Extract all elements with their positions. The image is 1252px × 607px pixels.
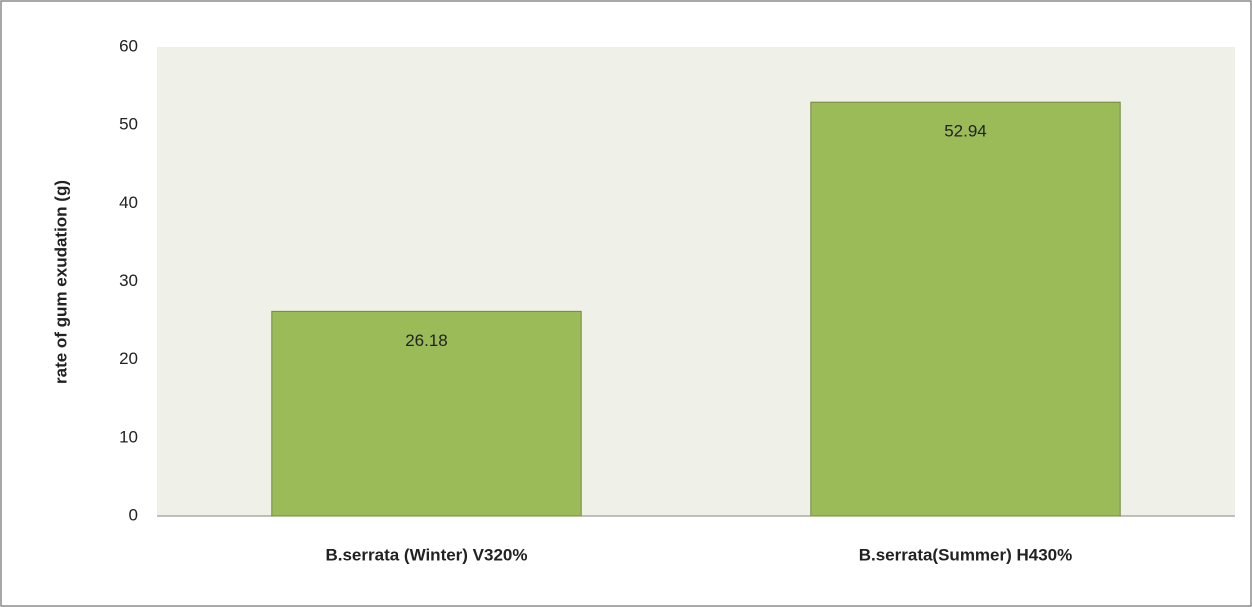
bar xyxy=(271,310,582,517)
y-tick-label: 50 xyxy=(119,115,138,134)
y-tick-label: 60 xyxy=(119,36,138,55)
x-tick-label: B.serrata(Summer) H430% xyxy=(859,545,1073,564)
y-axis-label: rate of gum exudation (g) xyxy=(51,180,70,384)
bar xyxy=(810,101,1121,517)
y-tick-label: 30 xyxy=(119,271,138,290)
y-tick-label: 20 xyxy=(119,349,138,368)
data-label: 52.94 xyxy=(944,122,987,141)
x-tick-label: B.serrata (Winter) V320% xyxy=(325,545,527,564)
y-tick-label: 0 xyxy=(129,505,138,524)
data-label: 26.18 xyxy=(405,331,448,350)
y-tick-label: 10 xyxy=(119,427,138,446)
y-tick-label: 40 xyxy=(119,193,138,212)
